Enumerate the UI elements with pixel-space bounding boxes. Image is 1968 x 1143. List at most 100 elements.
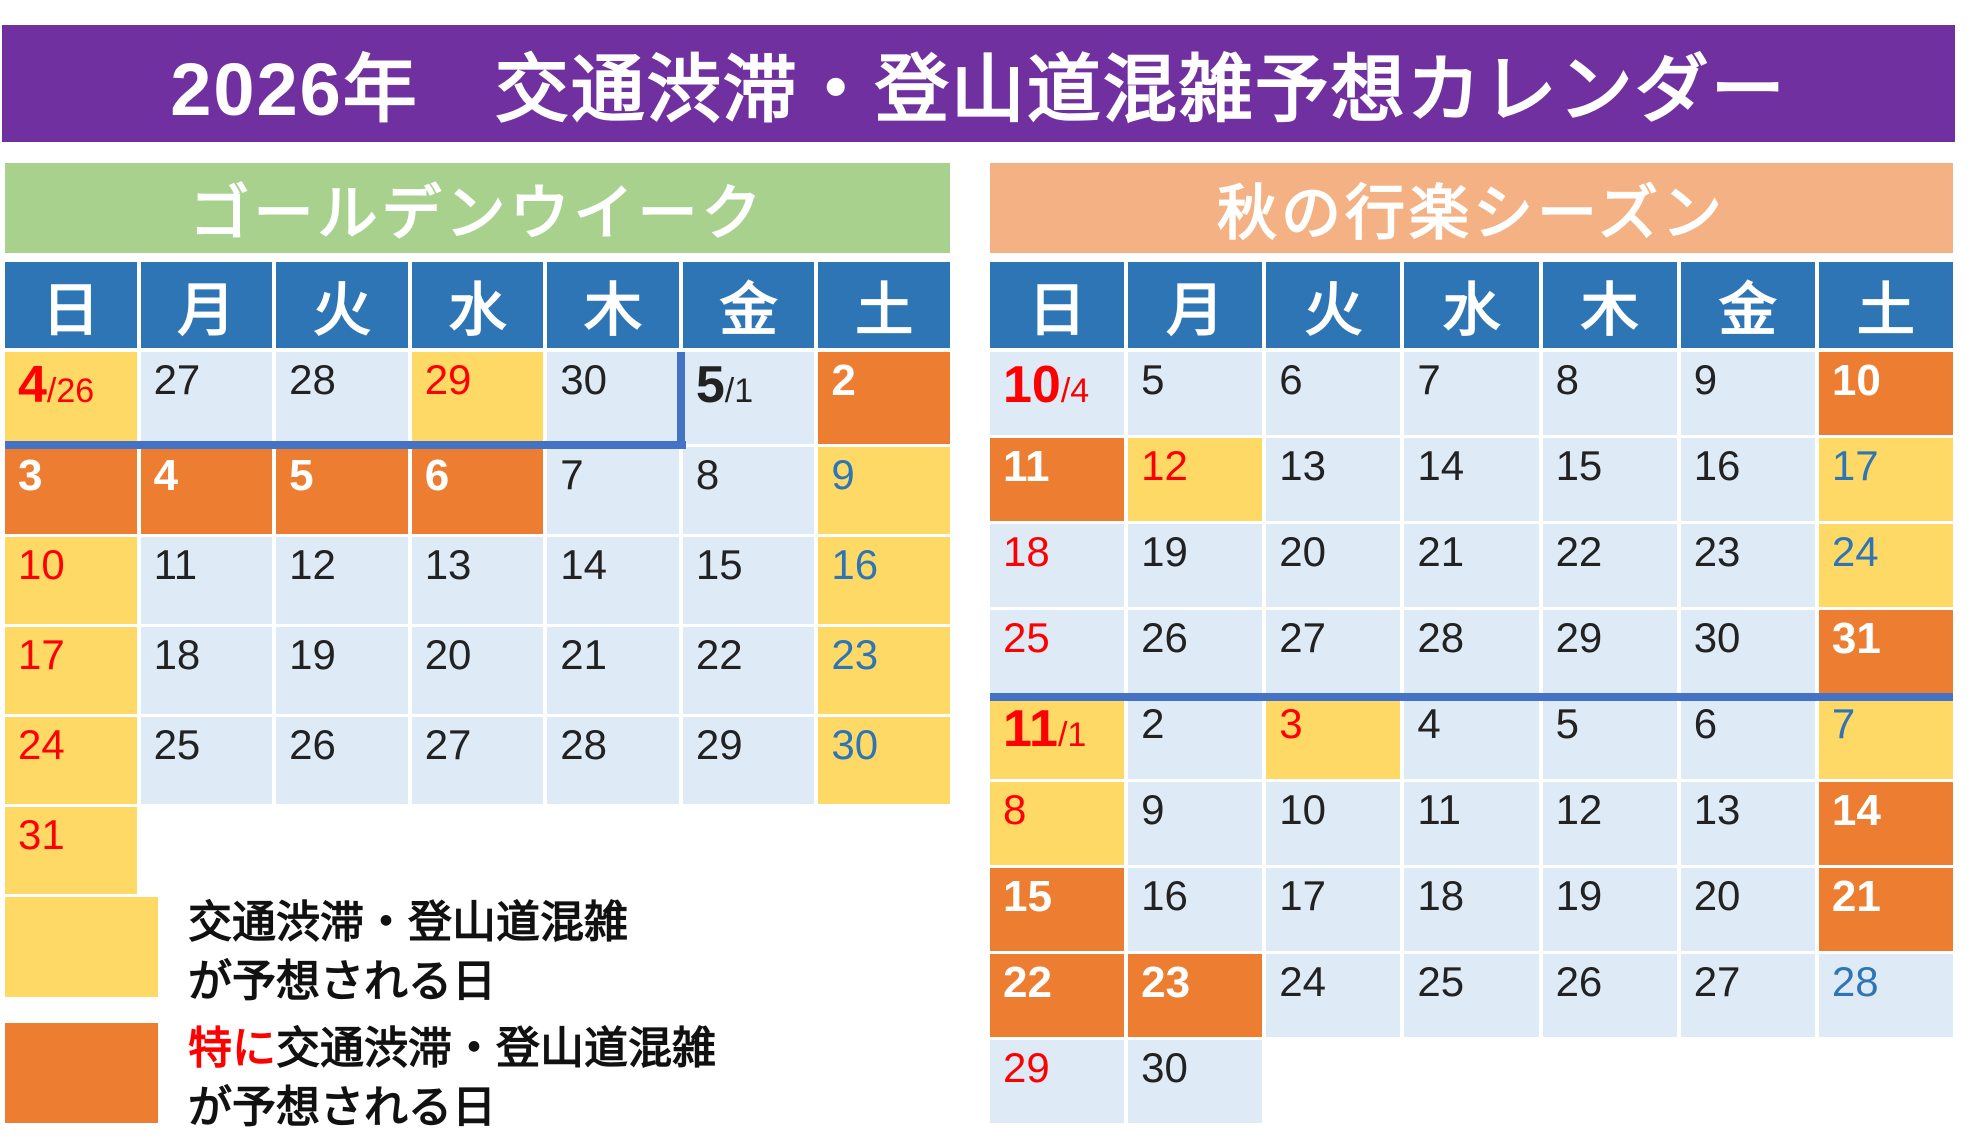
day-cell: 18 (990, 524, 1125, 607)
month-number: 5 (695, 356, 725, 414)
legend-item-peak: 特に交通渋滞・登山道混雑 が予想される日 (5, 1019, 716, 1137)
legend-line1: 交通渋滞・登山道混雑 (188, 898, 628, 947)
day-cell: 22 (682, 627, 815, 714)
day-grid-autumn: 10/4 5 6 7 8 9 10 11 12 13 14 15 16 17 18 19 20 21 22 23 24 2… (990, 352, 1953, 1123)
day-cell: 27 (1680, 954, 1815, 1037)
season-header-autumn: 秋の行楽シーズン (990, 163, 1953, 253)
day-cell: 28 (276, 352, 408, 444)
day-cell: 6 (1680, 696, 1815, 779)
day-cell-empty (683, 807, 815, 894)
day-cell: 5 (1542, 696, 1677, 779)
legend-prefix: 特に (188, 1024, 276, 1073)
calendar-golden-week: ゴールデンウイーク 日月火水木金土 4/26 27 28 29 30 5/1 2 3 4 5 6 7 8… (5, 163, 950, 894)
day-cell: 7 (1404, 352, 1539, 435)
weekday-header-cell: 木 (1542, 262, 1677, 348)
day-cell: 13 (411, 537, 544, 624)
month-number: 10 (1003, 356, 1061, 414)
day-cell: 3 (1266, 696, 1401, 779)
day-cell: 26 (276, 717, 408, 804)
day-cell: 9 (818, 447, 950, 534)
legend-text-peak: 特に交通渋滞・登山道混雑 が予想される日 (188, 1019, 716, 1137)
day-cell: 27 (1266, 610, 1401, 693)
day-cell: 26 (1542, 954, 1677, 1037)
day-cell: 30 (1128, 1040, 1263, 1123)
day-number: /26 (46, 372, 95, 410)
day-cell: 30 (818, 717, 950, 804)
legend-swatch-busy (5, 897, 158, 997)
weekday-header-cell: 水 (411, 262, 544, 348)
weekday-header-cell: 月 (140, 262, 273, 348)
day-cell-empty (1819, 1040, 1953, 1123)
weekday-header-row: 日月火水木金土 (5, 262, 950, 348)
day-cell: 15 (682, 537, 815, 624)
day-cell: 21 (1404, 524, 1539, 607)
day-cell: 22 (1542, 524, 1677, 607)
day-cell: 17 (1266, 868, 1401, 951)
day-cell: 21 (547, 627, 679, 714)
day-cell: 2 (818, 352, 950, 444)
legend-line2: が予想される日 (188, 1083, 496, 1132)
day-cell: 31 (1818, 610, 1953, 693)
day-cell: 12 (1542, 782, 1677, 865)
day-cell: 16 (1680, 438, 1815, 521)
day-cell: 19 (1542, 868, 1677, 951)
weekday-header-cell: 火 (276, 262, 408, 348)
day-cell: 4 (1404, 696, 1539, 779)
day-cell: 10 (1266, 782, 1401, 865)
day-cell: 7 (547, 447, 679, 534)
day-cell: 11/1 (990, 696, 1125, 779)
day-cell: 6 (1266, 352, 1401, 435)
day-cell: 17 (5, 627, 137, 714)
day-cell: 7 (1818, 696, 1953, 779)
day-grid-golden-week: 4/26 27 28 29 30 5/1 2 3 4 5 6 7 8 9 10 11 12 13 14 15 16 17 1… (5, 352, 950, 894)
day-cell: 5/1 (682, 352, 815, 444)
day-cell: 25 (990, 610, 1125, 693)
day-cell: 31 (5, 807, 137, 894)
day-cell: 25 (140, 717, 273, 804)
day-cell: 12 (276, 537, 408, 624)
day-cell: 29 (682, 717, 815, 804)
day-cell: 20 (411, 627, 544, 714)
day-cell: 26 (1128, 610, 1263, 693)
weekday-header-row: 日月火水木金土 (990, 262, 1953, 348)
calendar-autumn-season: 秋の行楽シーズン 日月火水木金土 10/4 5 6 7 8 9 10 11 12 13 14 15 16… (990, 163, 1953, 1123)
legend-item-busy: 交通渋滞・登山道混雑 が予想される日 (5, 893, 716, 1011)
weekday-header-cell: 水 (1404, 262, 1539, 348)
weekday-header-cell: 火 (1266, 262, 1401, 348)
day-cell: 14 (1404, 438, 1539, 521)
legend-swatch-peak (5, 1023, 158, 1123)
day-cell: 18 (1404, 868, 1539, 951)
day-cell-empty (276, 807, 408, 894)
weekday-header-cell: 日 (990, 262, 1125, 348)
day-number: /1 (1057, 716, 1087, 754)
day-cell: 28 (547, 717, 679, 804)
day-cell: 18 (140, 627, 273, 714)
weekday-header-cell: 土 (818, 262, 950, 348)
day-cell: 2 (1128, 696, 1263, 779)
day-cell: 11 (140, 537, 273, 624)
day-cell: 23 (1680, 524, 1815, 607)
month-divider-horizontal (990, 693, 1953, 701)
weekday-header-cell: 土 (1818, 262, 1953, 348)
month-divider-vertical (677, 352, 685, 449)
day-cell: 25 (1404, 954, 1539, 1037)
day-cell: 23 (1128, 954, 1263, 1037)
day-cell: 21 (1818, 868, 1953, 951)
day-cell: 16 (818, 537, 950, 624)
day-cell: 6 (411, 447, 544, 534)
day-cell: 14 (1818, 782, 1953, 865)
day-cell: 30 (547, 352, 679, 444)
day-cell: 27 (140, 352, 273, 444)
day-cell-empty (818, 807, 950, 894)
day-number: /4 (1060, 372, 1090, 410)
day-cell: 13 (1680, 782, 1815, 865)
day-cell: 14 (547, 537, 679, 624)
day-cell: 19 (276, 627, 408, 714)
day-cell: 30 (1680, 610, 1815, 693)
day-cell: 29 (1542, 610, 1677, 693)
day-cell: 29 (990, 1040, 1125, 1123)
day-cell: 28 (1404, 610, 1539, 693)
day-number: /1 (724, 372, 754, 410)
month-number: 11 (1003, 700, 1058, 758)
day-cell: 8 (682, 447, 815, 534)
